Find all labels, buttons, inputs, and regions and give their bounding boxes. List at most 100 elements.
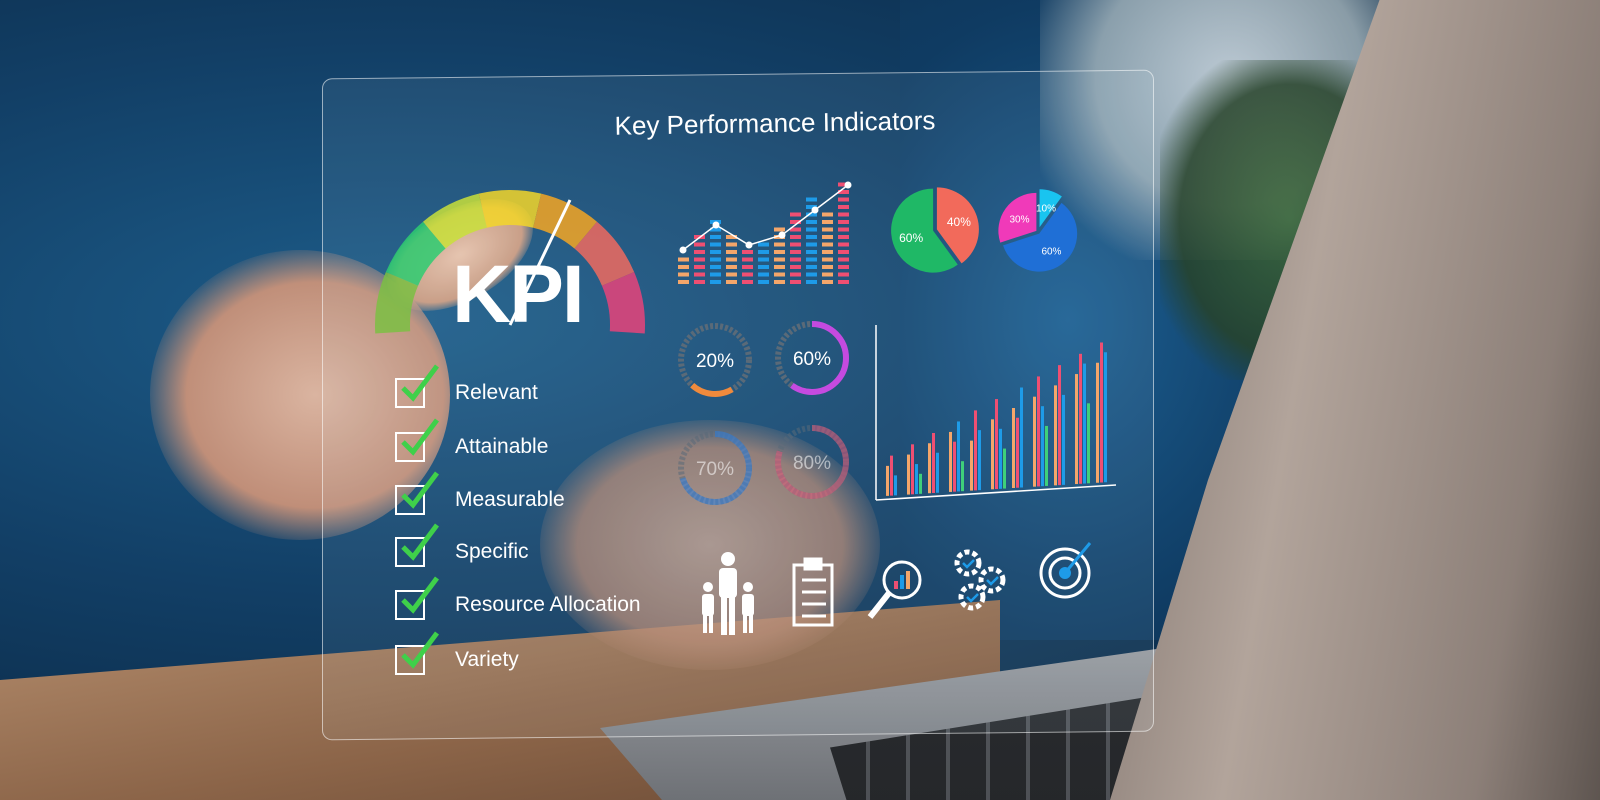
bar-segment bbox=[726, 235, 737, 239]
bar-segment bbox=[774, 272, 785, 277]
bar-segment bbox=[758, 272, 769, 277]
bar-segment bbox=[694, 242, 705, 247]
bar bbox=[949, 431, 952, 492]
bar-segment bbox=[838, 227, 849, 232]
bar-segment bbox=[822, 272, 833, 277]
magnifier-chart-icon bbox=[867, 560, 922, 619]
bar bbox=[957, 421, 960, 492]
bar-segment bbox=[710, 257, 721, 262]
bar-segment bbox=[838, 197, 849, 202]
bar bbox=[890, 455, 893, 496]
clipboard-icon bbox=[792, 557, 834, 627]
checkbox bbox=[395, 364, 439, 408]
kpi-label: KPI bbox=[452, 249, 585, 340]
trend-point bbox=[844, 181, 852, 189]
bar bbox=[1003, 448, 1006, 489]
bar-segment bbox=[774, 227, 785, 232]
bar bbox=[1020, 387, 1023, 488]
bar bbox=[1083, 363, 1086, 484]
kpi-gauge bbox=[375, 190, 645, 334]
bar-segment bbox=[774, 257, 785, 262]
bar-segment bbox=[774, 250, 785, 254]
bar-segment bbox=[806, 205, 817, 209]
donut-label: 60% bbox=[793, 349, 831, 370]
bar-segment bbox=[822, 220, 833, 224]
bar-segment bbox=[822, 265, 833, 269]
donut-charts: 20% 60% 70% 80% bbox=[678, 321, 849, 505]
donut-label: 70% bbox=[696, 459, 734, 480]
bar bbox=[936, 452, 939, 493]
checklist-label: Measurable bbox=[455, 488, 565, 511]
bar-segment bbox=[774, 265, 785, 269]
bar bbox=[1037, 376, 1040, 487]
bar-segment bbox=[742, 257, 753, 262]
bar bbox=[1054, 385, 1057, 486]
bar bbox=[1045, 425, 1048, 486]
bar-segment bbox=[822, 250, 833, 254]
checklist-item: Measurable bbox=[395, 471, 565, 515]
checklist-item: Attainable bbox=[395, 418, 548, 462]
trend-point bbox=[778, 231, 786, 239]
bar-segment bbox=[694, 257, 705, 262]
bar-segment bbox=[710, 265, 721, 269]
bar bbox=[1058, 365, 1061, 486]
pie-slice bbox=[936, 187, 979, 264]
bar-segment bbox=[806, 220, 817, 224]
bar-segment bbox=[790, 250, 801, 254]
bar bbox=[886, 465, 889, 496]
donut-label: 80% bbox=[793, 453, 831, 474]
bar-segment bbox=[806, 242, 817, 247]
checklist-label: Resource Allocation bbox=[455, 593, 641, 616]
pie-slice bbox=[891, 188, 958, 273]
bar-segment bbox=[758, 265, 769, 269]
bar-segment bbox=[806, 235, 817, 239]
pie-label: 40% bbox=[947, 215, 971, 229]
bar-segment bbox=[774, 280, 785, 284]
bar bbox=[915, 464, 918, 495]
bar-segment bbox=[790, 220, 801, 224]
bar bbox=[894, 475, 897, 496]
x-axis bbox=[875, 484, 1117, 501]
bar bbox=[1075, 374, 1078, 485]
bar bbox=[995, 399, 998, 490]
bar-segment bbox=[838, 235, 849, 239]
people-icon bbox=[702, 552, 754, 635]
checkmark-icon bbox=[401, 523, 439, 561]
bar-segment bbox=[806, 257, 817, 262]
bar-segment bbox=[710, 280, 721, 284]
bar bbox=[1100, 342, 1103, 483]
checklist-item: Variety bbox=[395, 631, 519, 675]
bar-segment bbox=[678, 257, 689, 262]
bar-segment bbox=[790, 227, 801, 232]
bar-segment bbox=[774, 242, 785, 247]
bar-segment bbox=[838, 242, 849, 247]
bar bbox=[1096, 362, 1099, 483]
bar-segment bbox=[790, 242, 801, 247]
bar-segment bbox=[790, 265, 801, 269]
gauge-segment bbox=[385, 221, 446, 286]
checklist-label: Relevant bbox=[455, 381, 538, 404]
bar-segment bbox=[710, 227, 721, 232]
bar-segment bbox=[726, 265, 737, 269]
trend-point bbox=[745, 241, 753, 249]
bar bbox=[932, 433, 935, 493]
bar bbox=[1033, 396, 1036, 487]
bar bbox=[978, 430, 981, 491]
bar-segment bbox=[822, 280, 833, 284]
bar-segment bbox=[838, 182, 849, 187]
bar-segment bbox=[838, 220, 849, 224]
bar-segment bbox=[742, 272, 753, 277]
gauge-segment bbox=[478, 190, 542, 228]
bar-segment bbox=[694, 250, 705, 254]
bar-segment bbox=[790, 272, 801, 277]
checklist-label: Variety bbox=[455, 648, 519, 671]
gauge-segment bbox=[601, 271, 645, 334]
pie-label: 60% bbox=[1041, 247, 1061, 258]
gauge-segment bbox=[574, 221, 635, 286]
target-icon bbox=[1039, 542, 1092, 599]
bar-segment bbox=[806, 212, 817, 217]
bar bbox=[1012, 408, 1015, 488]
bar bbox=[991, 419, 994, 490]
plant-background bbox=[1160, 60, 1420, 380]
bar bbox=[928, 443, 931, 494]
